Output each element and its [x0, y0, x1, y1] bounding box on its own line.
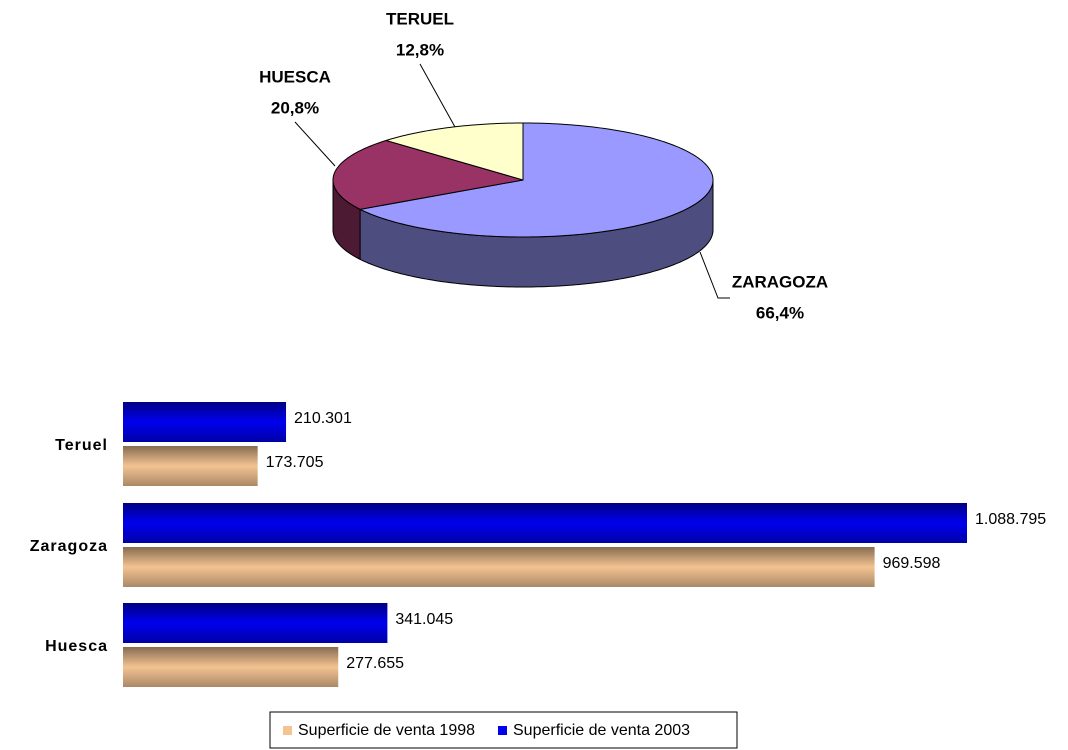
legend-marker [498, 726, 507, 735]
legend-label: Superficie de venta 2003 [513, 722, 690, 739]
y-tick-label: Huesca [45, 638, 108, 655]
leader-line [294, 121, 336, 167]
value-label: 1.088.795 [975, 511, 1046, 528]
legend-marker [283, 726, 292, 735]
slice-label: ZARAGOZA [732, 272, 828, 291]
slice-value: 66,4% [756, 303, 804, 322]
y-tick-label: Teruel [55, 437, 108, 454]
bar [123, 547, 875, 587]
slice-label: HUESCA [259, 67, 331, 86]
leader-line [419, 63, 456, 128]
bar [123, 503, 967, 543]
slice [358, 122, 714, 238]
bar [123, 647, 339, 687]
y-tick-label: Zaragoza [30, 538, 108, 555]
bar [123, 446, 258, 486]
value-label: 210.301 [294, 410, 352, 427]
value-label: 341.045 [395, 611, 453, 628]
value-label: 173.705 [266, 454, 324, 471]
value-label: 277.655 [346, 655, 404, 672]
bar [123, 402, 287, 442]
slice [332, 139, 524, 210]
leader-line [699, 251, 730, 299]
slice-value: 20,8% [271, 98, 319, 117]
slice [384, 122, 524, 181]
slice-label: TERUEL [386, 9, 454, 28]
legend-label: Superficie de venta 1998 [298, 722, 475, 739]
value-label: 969.598 [883, 555, 941, 572]
bar [123, 603, 388, 643]
slice-value: 12,8% [396, 40, 444, 59]
